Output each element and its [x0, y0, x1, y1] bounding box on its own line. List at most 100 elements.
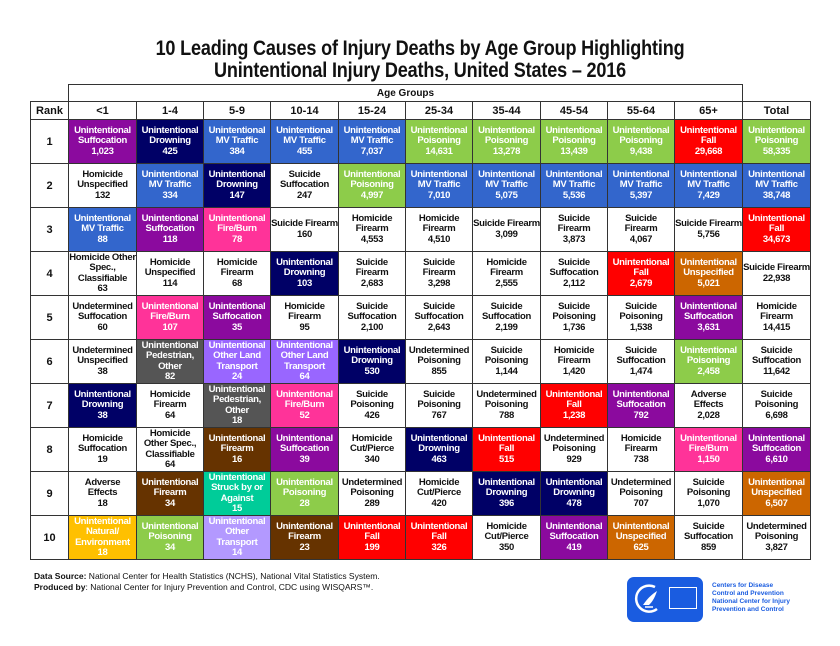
cause-label: Unintentional MV Traffic — [612, 168, 670, 191]
death-count: 34,673 — [762, 233, 791, 245]
cause-label: Unintentional Poisoning — [545, 124, 603, 147]
cause-label: Unintentional Poisoning — [680, 344, 737, 367]
cause-cell: Homicide Firearm 95 — [270, 295, 339, 340]
cause-label: Suicide Poisoning — [484, 344, 529, 367]
cause-cell: Homicide Unspecified 132 — [68, 163, 137, 208]
logo-line-2: Control and Prevention — [712, 590, 784, 597]
cause-cell: Adverse Effects 2,028 — [674, 383, 743, 428]
cause-label: Homicide Cut/Pierce — [350, 432, 394, 455]
table-row: 6 Undetermined Unspecified 38 Unintentional… — [30, 339, 811, 384]
cause-cell: Unintentional MV Traffic 7,429 — [674, 163, 743, 208]
death-count: 1,538 — [629, 321, 653, 333]
cause-label: Unintentional Other Land Transport — [208, 339, 266, 372]
cause-cell: Undetermined Poisoning 289 — [338, 471, 406, 516]
cause-cell: Unintentional Fall 199 — [338, 515, 406, 560]
table-row: 10 Unintentional Natural/ Environment 18 Un… — [30, 515, 811, 560]
death-count: 9,438 — [629, 145, 653, 157]
cause-cell: Unintentional Suffocation 3,631 — [674, 295, 743, 340]
cause-cell: Unintentional Unspecified 6,507 — [742, 471, 811, 516]
death-count: 6,507 — [765, 497, 788, 509]
cause-label: Unintentional Fire/Burn — [141, 300, 199, 323]
death-count: 64 — [165, 409, 175, 421]
rank-cell: 9 — [30, 471, 69, 516]
cause-cell: Unintentional MV Traffic 334 — [136, 163, 204, 208]
death-count: 132 — [95, 189, 110, 201]
produced-by-label: Produced by — [34, 582, 86, 592]
cause-cell: Suicide Poisoning 1,736 — [540, 295, 608, 340]
death-count: 23 — [299, 541, 310, 553]
death-count: 2,100 — [360, 321, 384, 333]
cause-cell: Unintentional MV Traffic 88 — [68, 207, 137, 252]
death-count: 4,997 — [360, 189, 384, 201]
logo-line-3: National Center for Injury — [712, 598, 791, 605]
cause-label: Unintentional Drowning — [208, 168, 266, 191]
death-count: 530 — [364, 365, 380, 377]
cause-cell: Unintentional Drowning 463 — [405, 427, 473, 472]
cause-label: Suicide Poisoning — [754, 388, 799, 411]
cause-cell: Unintentional Natural/ Environment 18 — [68, 515, 137, 560]
cause-label: Unintentional Poisoning — [478, 124, 535, 147]
death-count: 13,278 — [492, 145, 521, 157]
cause-label: Suicide Suffocation — [684, 520, 733, 543]
cause-label: Homicide Firearm — [149, 388, 191, 411]
cause-cell: Unintentional Fall 29,668 — [674, 119, 743, 164]
cause-cell: Unintentional Unspecified 5,021 — [674, 251, 743, 296]
cause-cell: Homicide Firearm 738 — [607, 427, 675, 472]
table-row: 1 Unintentional Suffocation 1,023 Unintenti… — [30, 119, 811, 164]
death-count: 5,075 — [495, 189, 518, 201]
cause-cell: Homicide Cut/Pierce 340 — [338, 427, 406, 472]
death-count: 707 — [633, 497, 649, 509]
cause-cell: Unintentional Drowning 38 — [68, 383, 137, 428]
death-count: 792 — [633, 409, 649, 421]
death-count: 2,643 — [427, 321, 451, 333]
data-source-line: Data Source: National Center for Health … — [34, 571, 380, 582]
cause-cell: Unintentional Fire/Burn 78 — [203, 207, 271, 252]
death-count: 1,736 — [562, 321, 586, 333]
table-row: 2 Homicide Unspecified 132 Unintentional MV… — [30, 163, 811, 208]
cause-cell: Unintentional Poisoning 14,631 — [405, 119, 473, 164]
cause-cell: Unintentional Poisoning 2,458 — [674, 339, 743, 384]
cause-cell: Homicide Firearm 4,510 — [405, 207, 473, 252]
cause-label: Unintentional Fall — [410, 520, 468, 543]
column-header-row: Rank <1 1-4 5-9 10-14 15-24 25-34 35-44 45-54 55… — [30, 101, 811, 120]
cause-cell: Unintentional Fire/Burn 1,150 — [674, 427, 743, 472]
cause-cell: Undetermined Poisoning 929 — [540, 427, 608, 472]
cause-cell: Homicide Unspecified 114 — [136, 251, 204, 296]
death-count: 625 — [633, 541, 649, 553]
death-count: 13,439 — [560, 145, 588, 157]
injury-deaths-table: Age Groups Rank <1 1-4 5-9 10-14 15-24 25-34 3… — [30, 84, 811, 560]
cause-cell: Suicide Poisoning 1,144 — [472, 339, 541, 384]
cause-label: Suicide Suffocation — [752, 344, 801, 367]
blank-corner — [30, 84, 69, 102]
rank-cell: 8 — [30, 427, 69, 472]
cause-cell: Unintentional Pedestrian, Other 18 — [203, 383, 271, 428]
cause-cell: Unintentional Fall 34,673 — [742, 207, 811, 252]
cause-label: Suicide Firearm — [557, 212, 591, 235]
death-count: 11,642 — [763, 365, 790, 377]
rank-cell: 4 — [30, 251, 69, 296]
column-header: 55-64 — [607, 101, 675, 120]
data-source-text: National Center for Health Statistics (N… — [86, 571, 380, 581]
cause-label: Unintentional Suffocation — [680, 300, 737, 323]
death-count: 18 — [97, 547, 108, 558]
cause-label: Unintentional Fall — [545, 388, 603, 411]
cause-cell: Unintentional Pedestrian, Other 82 — [136, 339, 204, 384]
death-count: 4,553 — [360, 233, 384, 245]
cause-cell: Unintentional MV Traffic 7,010 — [405, 163, 473, 208]
death-count: 350 — [499, 541, 514, 553]
cause-label: Unintentional Fall — [748, 212, 805, 235]
death-count: 7,429 — [697, 189, 720, 201]
cause-label: Unintentional Firearm — [208, 432, 266, 455]
cause-label: Unintentional Pedestrian, Other — [141, 339, 199, 372]
cause-label: Unintentional Drowning — [343, 344, 401, 367]
cause-cell: Unintentional Poisoning 9,438 — [607, 119, 675, 164]
cause-label: Adverse Effects — [690, 388, 727, 411]
cause-label: Unintentional MV Traffic — [478, 168, 535, 191]
cause-cell: Unintentional Fall 326 — [405, 515, 473, 560]
cause-cell: Unintentional Other Transport 14 — [203, 515, 271, 560]
death-count: 24 — [232, 371, 242, 382]
cause-cell: Homicide Firearm 4,553 — [338, 207, 406, 252]
cause-label: Unintentional Unspecified — [612, 520, 670, 543]
death-count: 2,679 — [629, 277, 653, 289]
death-count: 5,756 — [697, 228, 720, 240]
